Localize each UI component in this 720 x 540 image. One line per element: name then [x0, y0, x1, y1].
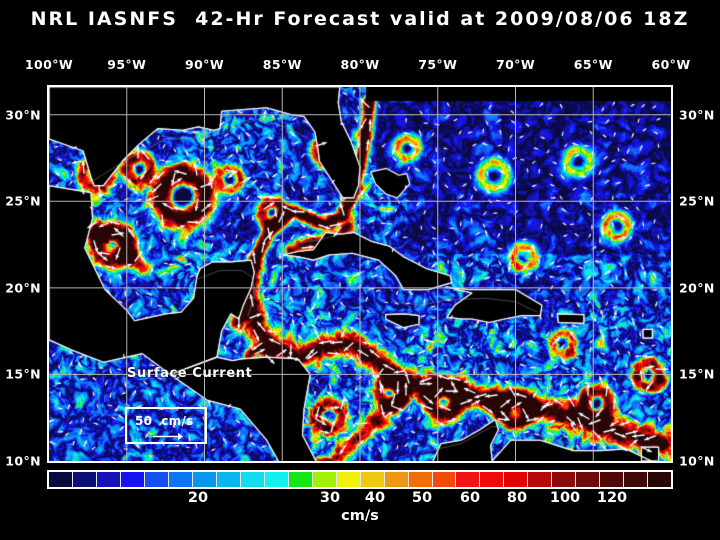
colorbar-block	[168, 472, 193, 487]
lat-tick-label-left: 30°N	[5, 107, 41, 123]
lon-tick-label: 75°W	[418, 57, 458, 72]
colorbar-block	[49, 472, 73, 487]
colorbar-block	[528, 472, 553, 487]
lat-tick-label-left: 15°N	[5, 366, 41, 382]
lat-tick-label-right: 10°N	[679, 453, 715, 469]
colorbar-block	[288, 472, 313, 487]
lat-tick-label-right: 30°N	[679, 107, 715, 123]
lat-tick-label-left: 20°N	[5, 280, 41, 296]
colorbar-block	[264, 472, 289, 487]
scale-legend-box: 50 cm/s	[125, 407, 207, 444]
colorbar-tick-label: 60	[459, 490, 481, 506]
current-speed-field	[49, 87, 671, 461]
lon-tick-label: 65°W	[573, 57, 613, 72]
lat-tick-label-left: 25°N	[5, 193, 41, 209]
surface-current-label: Surface Current	[127, 366, 253, 381]
colorbar-block	[360, 472, 385, 487]
colorbar-tick-label: 50	[411, 490, 433, 506]
lon-tick-label: 95°W	[107, 57, 147, 72]
colorbar-block	[432, 472, 457, 487]
scale-value-label: 50 cm/s	[135, 414, 194, 428]
colorbar-tick-label: 100	[549, 490, 581, 506]
colorbar-block	[96, 472, 121, 487]
colorbar-block	[240, 472, 265, 487]
lon-tick-label: 90°W	[184, 57, 225, 72]
colorbar-block	[480, 472, 505, 487]
colorbar-block	[624, 472, 649, 487]
colorbar-tick-label: 20	[187, 490, 209, 506]
right-arrow-icon	[153, 432, 183, 441]
lat-tick-label-right: 15°N	[679, 366, 715, 382]
colorbar-block	[312, 472, 337, 487]
lat-tick-label-right: 25°N	[679, 193, 715, 209]
colorbar-block	[600, 472, 625, 487]
colorbar-block	[120, 472, 145, 487]
colorbar-block	[504, 472, 529, 487]
lon-tick-label: 70°W	[495, 57, 536, 72]
ocean-current-map[interactable]: Surface Current 50 cm/s	[47, 85, 673, 463]
colorbar-block	[456, 472, 481, 487]
colorbar-tick-label: 120	[596, 490, 628, 506]
colorbar-block	[552, 472, 577, 487]
colorbar-block	[576, 472, 601, 487]
colorbar-block	[72, 472, 97, 487]
colorbar-block	[216, 472, 241, 487]
colorbar[interactable]	[47, 470, 673, 489]
colorbar-block	[384, 472, 409, 487]
page-title: NRL IASNFS 42-Hr Forecast valid at 2009/…	[30, 8, 690, 30]
colorbar-block	[408, 472, 433, 487]
colorbar-tick-label: 40	[364, 490, 386, 506]
colorbar-block	[192, 472, 217, 487]
lon-tick-label: 100°W	[24, 57, 74, 72]
colorbar-tick-label: 80	[506, 490, 528, 506]
longitude-axis: 100°W 95°W 90°W 85°W 80°W 75°W 70°W 65°W 60°W	[0, 57, 720, 73]
colorbar-block	[336, 472, 361, 487]
lat-tick-label-right: 20°N	[679, 280, 715, 296]
colorbar-block	[648, 472, 672, 487]
lon-tick-label: 85°W	[262, 57, 302, 72]
lat-tick-label-left: 10°N	[5, 453, 41, 469]
colorbar-unit-label: cm/s	[341, 508, 379, 524]
colorbar-block	[144, 472, 169, 487]
lon-tick-label: 60°W	[651, 57, 691, 72]
colorbar-tick-label: 30	[319, 490, 341, 506]
lon-tick-label: 80°W	[340, 57, 380, 72]
